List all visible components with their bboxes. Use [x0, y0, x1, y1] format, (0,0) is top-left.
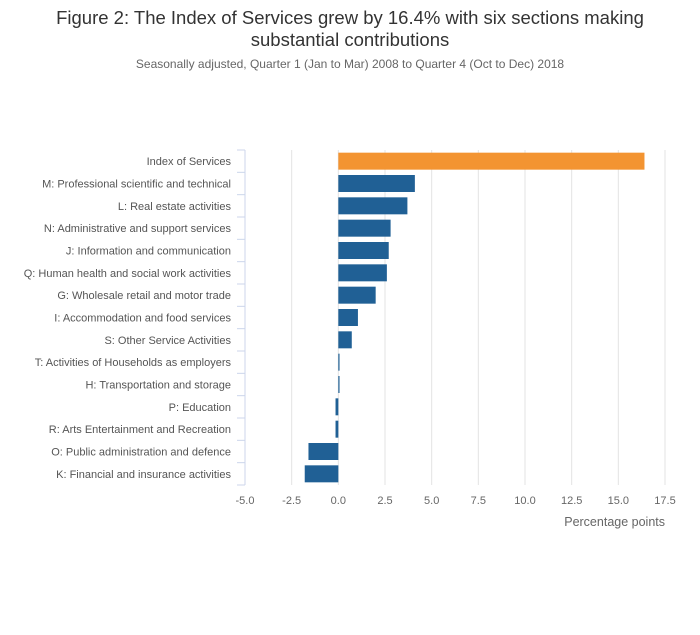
x-axis-title: Percentage points	[564, 515, 665, 529]
bar	[338, 353, 340, 371]
bar	[338, 264, 387, 282]
x-axis-ticks: -5.0 -2.5 0.0 2.5 5.0 7.5 10.0 12.5 15.0 17.5	[236, 495, 676, 507]
x-tick-label: 15.0	[608, 495, 629, 507]
category-labels: Index of Services M: Professional scienti…	[24, 156, 232, 481]
bars	[304, 152, 645, 483]
bar	[338, 197, 408, 215]
bar	[338, 175, 415, 192]
chart-title: Figure 2: The Index of Services grew by …	[0, 7, 700, 51]
category-axis	[237, 149, 246, 486]
bar	[308, 443, 339, 460]
x-tick-label: 10.0	[514, 495, 535, 507]
category-label: H: Transportation and storage	[85, 380, 231, 392]
category-label: P: Education	[169, 402, 231, 414]
bar	[338, 219, 391, 237]
category-label: J: Information and communication	[66, 246, 231, 258]
x-tick-label: 2.5	[377, 495, 392, 507]
category-label: N: Administrative and support services	[44, 223, 232, 235]
bar	[338, 152, 645, 170]
category-label: Index of Services	[147, 156, 232, 168]
gridlines	[244, 150, 666, 485]
category-label: S: Other Service Activities	[104, 335, 231, 347]
category-label: I: Accommodation and food services	[54, 313, 231, 325]
x-tick-label: 0.0	[331, 495, 346, 507]
bar	[338, 286, 376, 304]
x-tick-label: 5.0	[424, 495, 439, 507]
x-tick-label: -5.0	[236, 495, 255, 507]
category-label: T: Activities of Households as employers	[35, 357, 232, 369]
chart-title-line-2: substantial contributions	[250, 29, 450, 50]
x-tick-label: 17.5	[654, 495, 675, 507]
bar	[338, 331, 352, 349]
x-tick-label: 7.5	[471, 495, 486, 507]
x-tick-label: -2.5	[282, 495, 301, 507]
category-label: R: Arts Entertainment and Recreation	[49, 424, 231, 436]
bar	[338, 242, 389, 259]
category-label: L: Real estate activities	[118, 201, 232, 213]
bar	[304, 465, 339, 483]
category-label: K: Financial and insurance activities	[56, 469, 231, 481]
category-label: M: Professional scientific and technical	[42, 179, 231, 191]
bar	[335, 420, 339, 438]
category-label: G: Wholesale retail and motor trade	[57, 290, 231, 302]
bar	[338, 309, 358, 326]
chart-title-line-1: Figure 2: The Index of Services grew by …	[56, 7, 644, 28]
bar	[335, 398, 339, 416]
chart-subtitle: Seasonally adjusted, Quarter 1 (Jan to M…	[135, 57, 565, 71]
x-tick-label: 12.5	[561, 495, 582, 507]
bar	[338, 376, 340, 393]
category-label: Q: Human health and social work activiti…	[24, 268, 232, 280]
category-label: O: Public administration and defence	[51, 447, 231, 459]
